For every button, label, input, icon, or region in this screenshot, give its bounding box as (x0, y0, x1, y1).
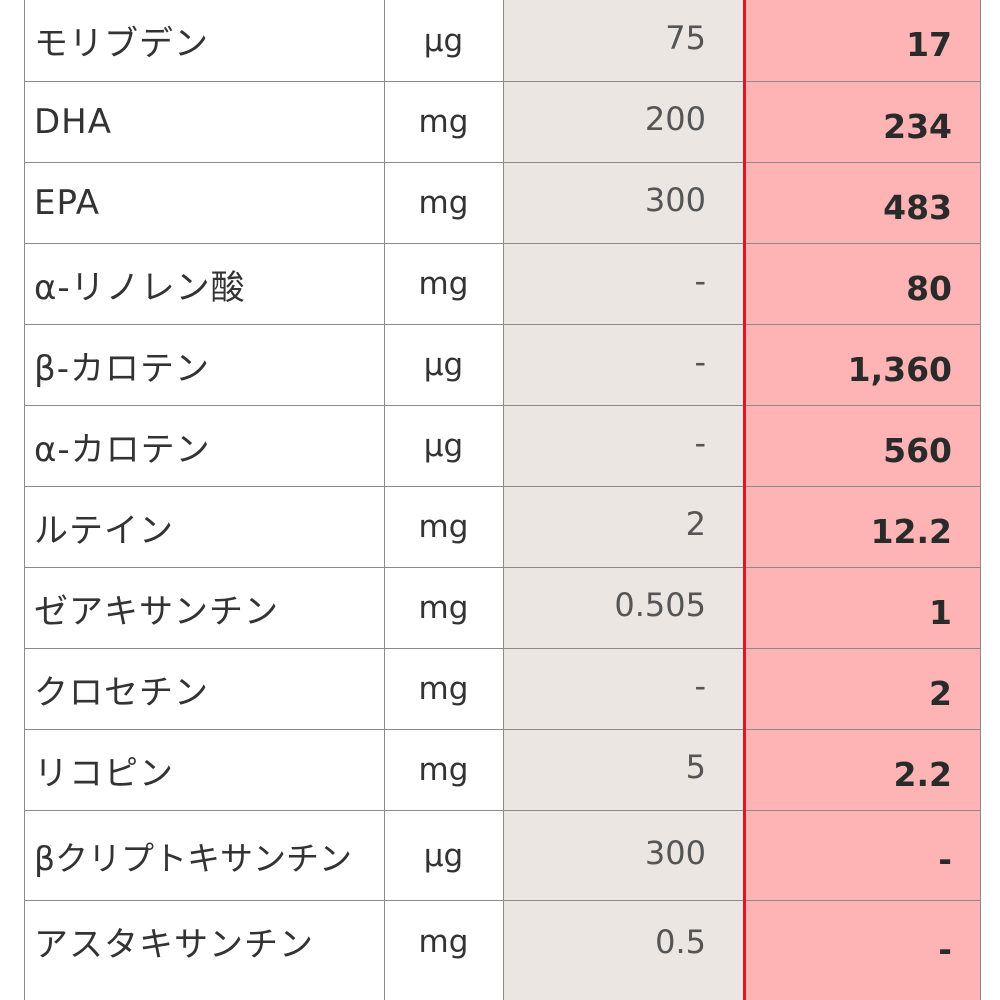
nutrient-name: EPA (34, 183, 101, 223)
content-value: 560 (883, 430, 952, 470)
table-row: クロセチン mg - 2 (24, 649, 981, 730)
nutrient-name: βクリプトキサンチン (34, 838, 353, 878)
nutrient-name: DHA (34, 102, 113, 142)
nutrient-unit: μg (423, 428, 464, 464)
reference-value: - (694, 424, 706, 462)
reference-value: 300 (644, 181, 706, 219)
nutrient-unit: μg (423, 22, 464, 59)
reference-value: 2 (685, 505, 706, 543)
name-column-bg (24, 0, 384, 1000)
table-row: βクリプトキサンチン μg 300 - (24, 811, 981, 901)
nutrient-name: アスタキサンチン (34, 925, 314, 965)
reference-value: - (694, 343, 706, 381)
content-value: - (938, 840, 952, 879)
nutrient-name: α-リノレン酸 (34, 267, 246, 308)
reference-value: - (694, 262, 706, 300)
nutrient-unit: μg (423, 837, 464, 874)
content-value: 17 (906, 25, 952, 64)
nutrient-unit: mg (418, 509, 469, 545)
unit-column-bg (384, 0, 503, 1000)
table-row: ルテイン mg 2 12.2 (24, 487, 981, 568)
nutrient-name: クロセチン (34, 672, 209, 713)
reference-value: 0.5 (655, 922, 706, 961)
reference-value: 200 (644, 100, 706, 138)
reference-value: 300 (644, 833, 706, 872)
reference-value: 0.505 (614, 586, 706, 624)
nutrient-name: β-カロテン (34, 348, 210, 389)
left-border (24, 0, 25, 1000)
table-row: モリブデン μg 75 17 (24, 0, 981, 82)
content-value: 2 (929, 673, 952, 713)
table-row: α-カロテン μg - 560 (24, 406, 981, 487)
nutrient-unit: mg (418, 266, 469, 302)
nutrient-unit: mg (418, 104, 469, 140)
content-value: 12.2 (870, 511, 952, 551)
content-value: 1,360 (847, 349, 952, 389)
nutrient-unit: mg (418, 923, 469, 960)
content-value: 234 (883, 106, 952, 146)
nutrient-unit: μg (423, 347, 464, 383)
content-value: 1 (929, 592, 952, 632)
nutrient-unit: mg (418, 590, 469, 626)
nutrient-unit: mg (418, 185, 469, 221)
right-border (980, 0, 981, 1000)
table-row: EPA mg 300 483 (24, 163, 981, 244)
reference-value: 5 (685, 748, 706, 786)
reference-value: - (694, 667, 706, 705)
nutrient-name: ルテイン (34, 510, 174, 551)
reference-column-bg (503, 0, 744, 1000)
nutrient-name: ゼアキサンチン (34, 591, 279, 632)
table-row: DHA mg 200 234 (24, 82, 981, 163)
table-row: アスタキサンチン mg 0.5 - (24, 901, 981, 1000)
nutrient-unit: mg (418, 752, 469, 788)
table-row: β-カロテン μg - 1,360 (24, 325, 981, 406)
content-value: 80 (906, 268, 952, 308)
value-column-bg (744, 0, 981, 1000)
nutrient-name: モリブデン (34, 24, 209, 64)
table-row: ゼアキサンチン mg 0.505 1 (24, 568, 981, 649)
reference-value: 75 (665, 18, 706, 57)
content-value: 483 (883, 187, 952, 227)
nutrient-unit: mg (418, 671, 469, 707)
column-divider (384, 0, 385, 1000)
table-row: α-リノレン酸 mg - 80 (24, 244, 981, 325)
nutrient-name: リコピン (34, 753, 174, 794)
content-value: 2.2 (893, 754, 952, 794)
table-row: リコピン mg 5 2.2 (24, 730, 981, 811)
nutrient-name: α-カロテン (34, 429, 211, 470)
content-value: - (938, 930, 952, 969)
column-divider (503, 0, 504, 1000)
value-column-highlight-border (743, 0, 746, 1000)
